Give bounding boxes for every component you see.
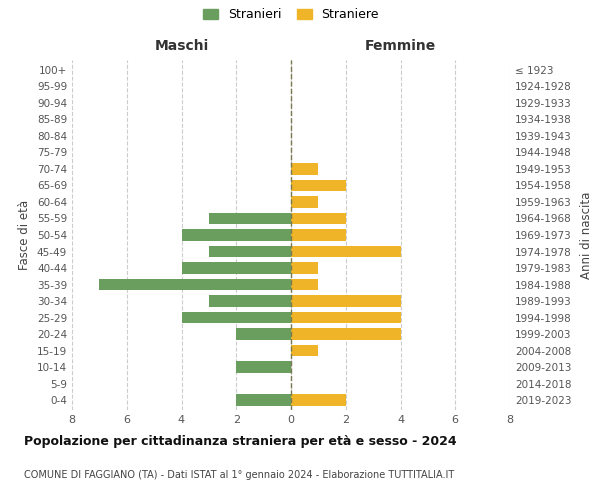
- Bar: [236, 394, 291, 406]
- Bar: [209, 246, 291, 258]
- Bar: [182, 262, 291, 274]
- Text: Femmine: Femmine: [365, 40, 436, 54]
- Bar: [236, 362, 291, 373]
- Bar: [291, 279, 319, 290]
- Bar: [291, 394, 346, 406]
- Bar: [182, 229, 291, 241]
- Bar: [182, 312, 291, 324]
- Text: Maschi: Maschi: [154, 40, 209, 54]
- Bar: [291, 196, 319, 208]
- Bar: [291, 163, 319, 174]
- Bar: [291, 229, 346, 241]
- Bar: [209, 296, 291, 307]
- Bar: [236, 328, 291, 340]
- Bar: [291, 180, 346, 192]
- Bar: [291, 312, 401, 324]
- Bar: [291, 296, 401, 307]
- Bar: [291, 328, 401, 340]
- Bar: [291, 212, 346, 224]
- Y-axis label: Fasce di età: Fasce di età: [19, 200, 31, 270]
- Legend: Stranieri, Straniere: Stranieri, Straniere: [198, 4, 384, 26]
- Y-axis label: Anni di nascita: Anni di nascita: [580, 192, 593, 278]
- Bar: [291, 262, 319, 274]
- Text: COMUNE DI FAGGIANO (TA) - Dati ISTAT al 1° gennaio 2024 - Elaborazione TUTTITALI: COMUNE DI FAGGIANO (TA) - Dati ISTAT al …: [24, 470, 454, 480]
- Bar: [209, 212, 291, 224]
- Bar: [100, 279, 291, 290]
- Text: Popolazione per cittadinanza straniera per età e sesso - 2024: Popolazione per cittadinanza straniera p…: [24, 435, 457, 448]
- Bar: [291, 345, 319, 356]
- Bar: [291, 246, 401, 258]
